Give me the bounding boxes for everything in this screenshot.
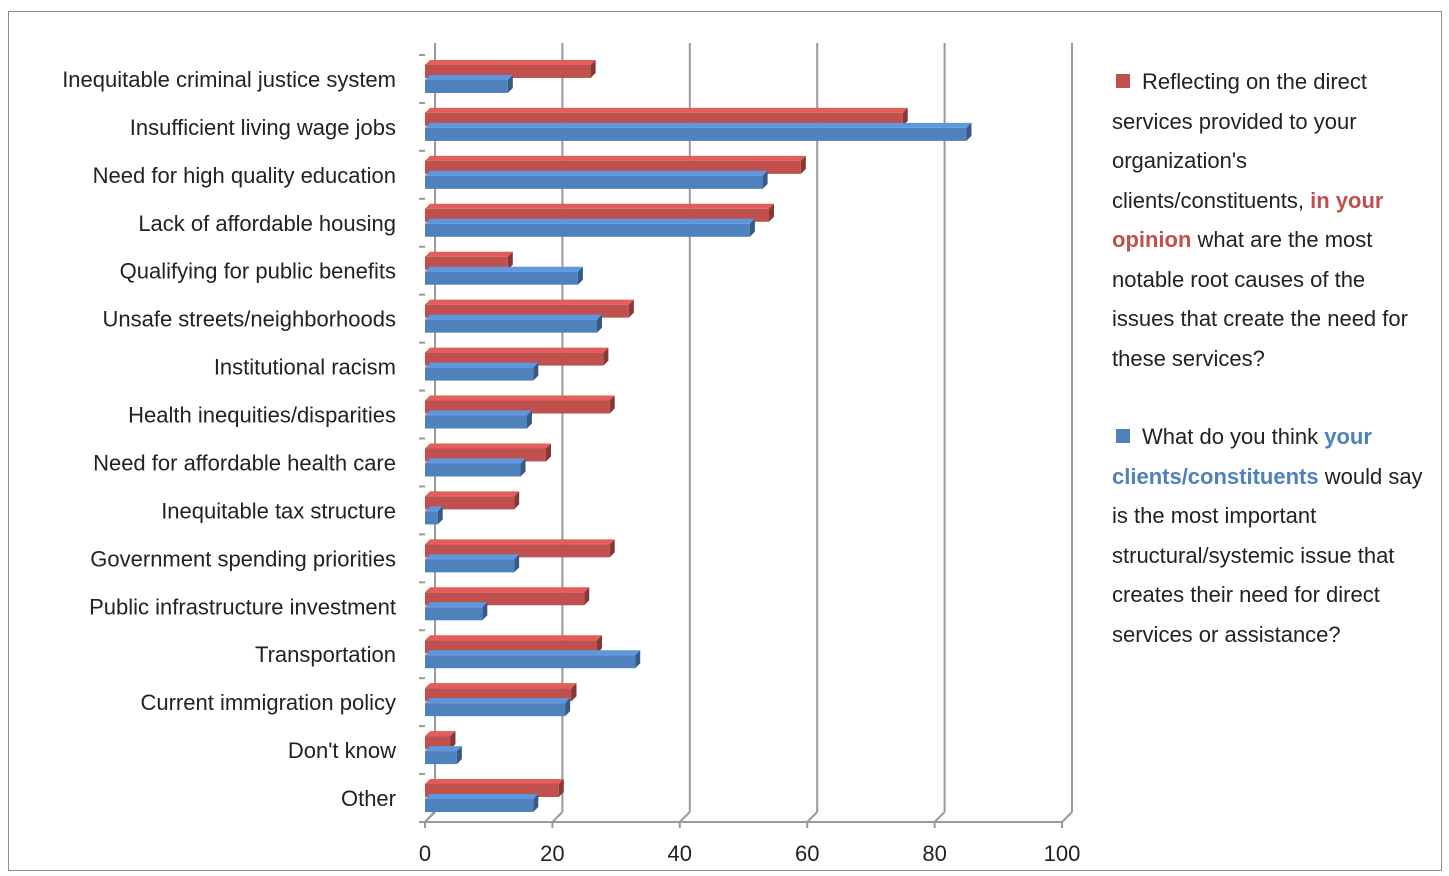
bar-blue: [425, 218, 755, 237]
category-label: Transportation: [255, 642, 396, 667]
bar-red: [425, 587, 590, 606]
legend-red-highlight: in your opinion: [1112, 187, 1384, 253]
bar-blue: [425, 314, 602, 333]
category-label: Other: [341, 786, 396, 811]
bar-red: [425, 395, 615, 414]
chart-frame: [8, 11, 1442, 871]
bar-blue: [425, 602, 488, 621]
category-label: Unsafe streets/neighborhoods: [102, 307, 396, 332]
category-label: Need for affordable health care: [93, 450, 396, 475]
bar-red: [425, 683, 577, 702]
bar-red: [425, 155, 806, 174]
category-label: Inequitable criminal justice system: [62, 67, 396, 92]
category-label: Institutional racism: [214, 355, 396, 380]
bar-red: [425, 491, 520, 510]
category-label: Insufficient living wage jobs: [130, 115, 396, 140]
bar-red: [425, 635, 602, 654]
legend-blue-text-after: would say is the most important structur…: [1112, 463, 1423, 647]
legend-item-blue: What do you think your clients/constitue…: [1112, 417, 1432, 654]
bar-blue: [425, 746, 462, 765]
bar-blue: [425, 650, 641, 669]
bar-red: [425, 779, 564, 798]
x-tick-label: 80: [922, 841, 946, 866]
x-tick-label: 40: [668, 841, 692, 866]
category-label: Don't know: [288, 738, 396, 763]
legend-red-text-after: what are the most notable root causes of…: [1112, 227, 1408, 371]
x-tick-label: 20: [540, 841, 564, 866]
x-tick-label: 0: [419, 841, 431, 866]
bar-blue: [425, 362, 539, 381]
bar-blue: [425, 410, 532, 429]
legend: Reflecting on the direct services provid…: [1112, 62, 1432, 654]
bar-red: [425, 539, 615, 558]
x-tick-label: 100: [1044, 841, 1081, 866]
bar-blue: [425, 122, 972, 141]
bar-blue: [425, 458, 526, 477]
bar-blue: [425, 698, 571, 717]
gridline-depth: [679, 811, 691, 823]
gridline-depth: [933, 811, 946, 823]
category-label: Health inequities/disparities: [128, 403, 396, 428]
legend-swatch-red: [1116, 74, 1130, 88]
bar-blue: [425, 74, 513, 93]
bar-red: [425, 203, 774, 222]
gridline-depth: [806, 811, 818, 823]
legend-red-text-before: Reflecting on the direct services provid…: [1112, 69, 1368, 213]
category-label: Government spending priorities: [90, 546, 396, 571]
gridline-depth: [1061, 811, 1073, 823]
bar-blue: [425, 266, 583, 285]
gridline-depth: [424, 811, 436, 823]
category-label: Public infrastructure investment: [89, 594, 396, 619]
legend-item-red: Reflecting on the direct services provid…: [1112, 62, 1432, 378]
category-label: Inequitable tax structure: [161, 498, 396, 523]
category-label: Lack of affordable housing: [138, 211, 396, 236]
legend-blue-highlight: your clients/constituents: [1112, 424, 1372, 489]
category-label: Qualifying for public benefits: [120, 259, 396, 284]
bar-red: [425, 347, 609, 366]
bar-red: [425, 731, 456, 750]
bar-blue: [425, 794, 539, 813]
bar-blue: [425, 506, 443, 525]
gridline-depth: [551, 811, 564, 823]
x-tick-label: 60: [795, 841, 819, 866]
bar-blue: [425, 170, 768, 189]
category-labels: Inequitable criminal justice system Insuf…: [62, 67, 396, 811]
bar-blue: [425, 554, 520, 573]
legend-swatch-blue: [1116, 429, 1130, 443]
bars: [425, 59, 972, 813]
x-tick-labels: 0 20 40 60 80 100: [419, 841, 1080, 866]
category-label: Need for high quality education: [93, 163, 396, 188]
category-label: Current immigration policy: [140, 690, 396, 715]
bar-red: [425, 59, 596, 78]
bar-red: [425, 443, 552, 462]
legend-blue-text-before: What do you think: [1142, 424, 1319, 449]
bar-red: [425, 107, 908, 126]
bar-red: [425, 299, 634, 318]
bar-red: [425, 251, 513, 270]
